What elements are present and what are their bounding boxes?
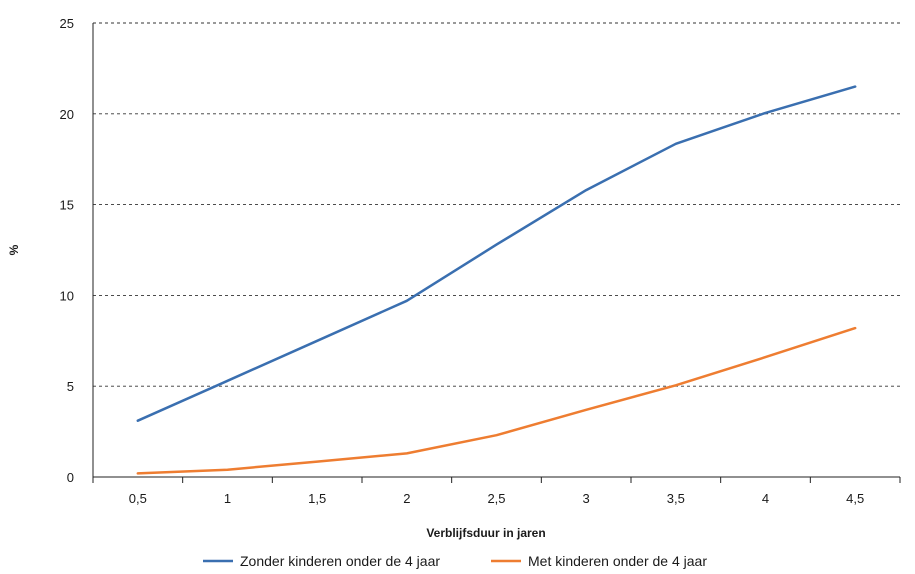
x-tick-labels: 0,5 1 1,5 2 2,5 3 3,5 4 4,5: [129, 491, 864, 506]
x-tick-label-2,5: 2,5: [487, 491, 505, 506]
x-tick-label-4: 4: [762, 491, 769, 506]
legend-label-met-kinderen: Met kinderen onder de 4 jaar: [528, 553, 707, 569]
y-axis-title: %: [7, 244, 21, 255]
x-tick-label-1: 1: [224, 491, 231, 506]
y-tick-label-15: 15: [60, 198, 74, 213]
y-tick-label-0: 0: [67, 470, 74, 485]
x-tick-label-0,5: 0,5: [129, 491, 147, 506]
x-tick-label-3,5: 3,5: [667, 491, 685, 506]
y-tick-labels: 0 5 10 15 20 25: [60, 16, 74, 485]
gridlines: [93, 22, 900, 387]
x-tick-label-4,5: 4,5: [846, 491, 864, 506]
legend: Zonder kinderen onder de 4 jaar Met kind…: [203, 553, 707, 569]
series-line-1: [136, 326, 857, 475]
y-tick-label-5: 5: [67, 379, 74, 394]
legend-label-zonder-kinderen: Zonder kinderen onder de 4 jaar: [240, 553, 440, 569]
series-lines: [136, 85, 857, 475]
series-line-0: [136, 85, 857, 422]
axes: [92, 23, 901, 483]
x-tick-label-1,5: 1,5: [308, 491, 326, 506]
y-tick-label-10: 10: [60, 288, 74, 303]
x-tick-label-3: 3: [583, 491, 590, 506]
y-tick-label-25: 25: [60, 16, 74, 31]
y-tick-label-20: 20: [60, 107, 74, 122]
x-axis-title: Verblijfsduur in jaren: [426, 526, 545, 540]
x-tick-label-2: 2: [403, 491, 410, 506]
